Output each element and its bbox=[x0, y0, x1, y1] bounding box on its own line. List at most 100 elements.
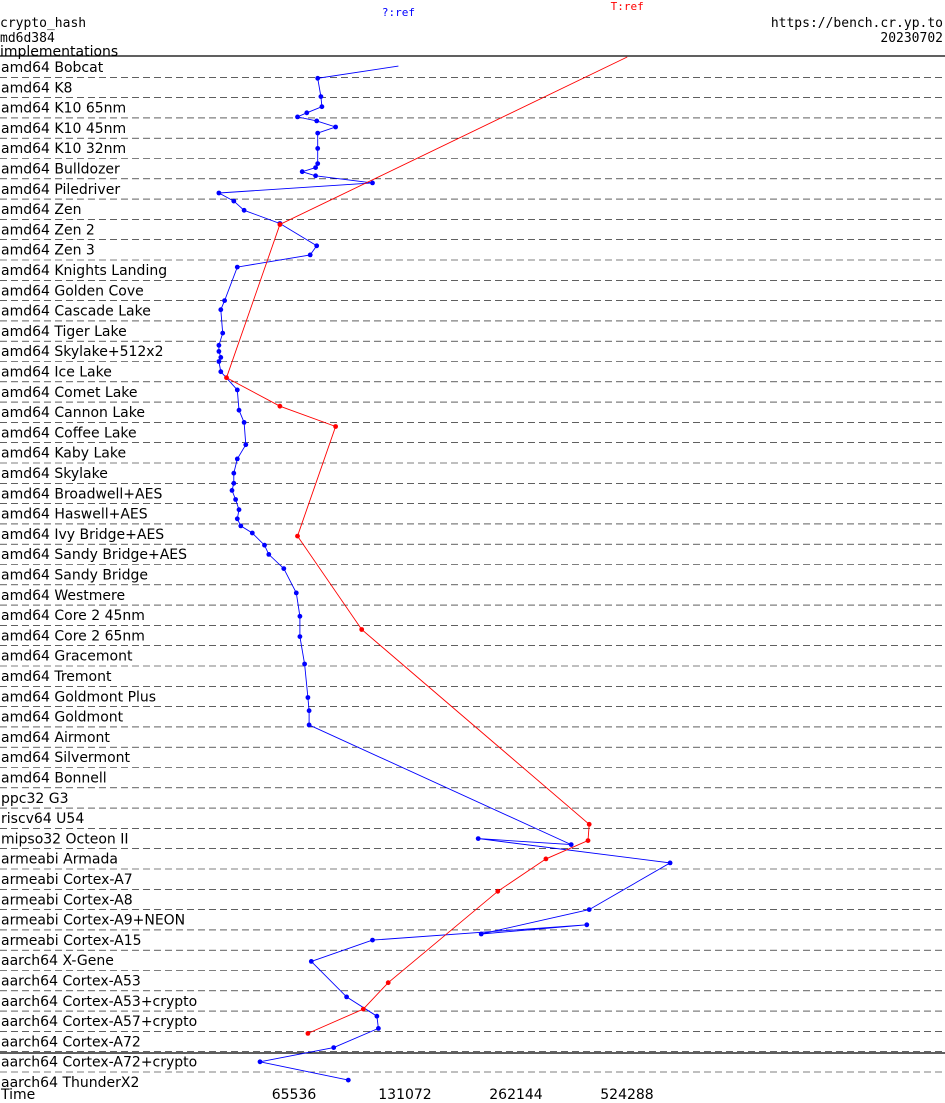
data-point bbox=[307, 252, 313, 258]
row-label: amd64 Tremont bbox=[1, 669, 112, 685]
data-point bbox=[277, 403, 283, 409]
row-label: aarch64 Cortex-A53+crypto bbox=[1, 994, 197, 1010]
row-label: aarch64 Cortex-A72 bbox=[1, 1034, 141, 1050]
data-point bbox=[302, 661, 307, 667]
x-tick-label: 131072 bbox=[378, 1087, 431, 1103]
row-label: amd64 Knights Landing bbox=[1, 263, 167, 279]
row-label: aarch64 Cortex-A53 bbox=[1, 974, 141, 990]
data-point bbox=[306, 708, 312, 714]
data-point bbox=[319, 104, 325, 110]
data-point bbox=[331, 1045, 337, 1050]
series-line-t-ref bbox=[225, 56, 628, 1034]
series-layer bbox=[216, 56, 673, 1083]
row-label: amd64 K8 bbox=[1, 80, 72, 96]
data-point bbox=[236, 407, 242, 413]
row-label: amd64 Tiger Lake bbox=[1, 324, 127, 340]
data-point bbox=[229, 488, 235, 493]
row-label: amd64 Comet Lake bbox=[1, 385, 138, 401]
row-label: amd64 Core 2 65nm bbox=[1, 628, 145, 644]
data-point bbox=[586, 821, 592, 827]
data-point bbox=[293, 590, 299, 596]
data-point bbox=[231, 470, 237, 476]
data-point bbox=[305, 1031, 311, 1036]
data-point bbox=[234, 516, 240, 522]
data-point bbox=[262, 542, 267, 548]
data-point bbox=[220, 330, 226, 336]
data-point bbox=[299, 169, 305, 175]
data-point bbox=[360, 1006, 366, 1012]
data-point bbox=[241, 207, 247, 213]
data-point bbox=[216, 359, 222, 364]
row-label: amd64 Skylake+512x2 bbox=[1, 344, 163, 360]
header-source-url: https://bench.cr.yp.to bbox=[771, 16, 943, 31]
data-point bbox=[345, 1077, 351, 1083]
row-label: amd64 Ice Lake bbox=[1, 365, 112, 381]
data-point bbox=[359, 627, 365, 632]
data-point bbox=[295, 533, 300, 539]
data-point bbox=[313, 165, 318, 171]
data-point bbox=[543, 856, 549, 862]
series-label: ?:ref bbox=[382, 6, 415, 19]
data-point bbox=[568, 842, 574, 847]
data-point bbox=[218, 355, 224, 360]
header-date: 20230702 bbox=[880, 31, 943, 46]
row-label: amd64 Cascade Lake bbox=[1, 304, 151, 320]
row-label: aarch64 Cortex-A72+crypto bbox=[1, 1055, 197, 1071]
data-point bbox=[318, 94, 324, 99]
row-gridlines bbox=[0, 55, 945, 1073]
data-point bbox=[234, 456, 240, 462]
data-point bbox=[315, 130, 321, 136]
row-label: amd64 Skylake bbox=[1, 466, 108, 482]
data-point bbox=[236, 507, 242, 513]
data-point bbox=[231, 198, 237, 204]
data-point bbox=[667, 860, 673, 866]
row-label: armeabi Cortex-A7 bbox=[1, 872, 133, 888]
data-point bbox=[281, 566, 287, 571]
series-label: T:ref bbox=[611, 0, 644, 13]
row-label: amd64 Bulldozer bbox=[1, 162, 120, 178]
header-primitive: crypto_hash bbox=[0, 16, 86, 31]
data-point bbox=[257, 1059, 263, 1065]
data-point bbox=[249, 530, 255, 536]
row-label: amd64 Core 2 45nm bbox=[1, 608, 145, 624]
row-label: aarch64 X-Gene bbox=[1, 953, 114, 969]
row-label: amd64 Haswell+AES bbox=[1, 507, 148, 523]
data-point bbox=[333, 424, 338, 429]
row-label: amd64 Airmont bbox=[1, 730, 110, 746]
data-point bbox=[306, 722, 312, 728]
row-label: aarch64 ThunderX2 bbox=[1, 1075, 139, 1091]
data-point bbox=[314, 243, 320, 249]
data-point bbox=[231, 480, 237, 486]
x-axis: Time 65536 131072 262144 524288 bbox=[0, 1087, 654, 1103]
row-label: amd64 K10 65nm bbox=[1, 101, 126, 117]
x-tick-label: 65536 bbox=[272, 1087, 317, 1103]
data-point bbox=[216, 190, 222, 196]
data-point bbox=[243, 442, 249, 448]
row-label: armeabi Cortex-A15 bbox=[1, 933, 142, 949]
data-point bbox=[370, 937, 375, 943]
data-point bbox=[304, 110, 310, 116]
data-point bbox=[305, 695, 311, 700]
header-implementation: md6d384 bbox=[0, 31, 55, 46]
data-point bbox=[333, 124, 338, 130]
data-point bbox=[233, 497, 239, 502]
data-point bbox=[234, 264, 240, 270]
data-point bbox=[315, 161, 321, 167]
row-label: ppc32 G3 bbox=[1, 791, 69, 807]
data-point bbox=[585, 838, 591, 843]
data-point bbox=[315, 75, 321, 81]
row-label: amd64 Gracemont bbox=[1, 649, 133, 665]
row-label: mipso32 Octeon II bbox=[1, 831, 129, 847]
row-label: armeabi Cortex-A9+NEON bbox=[1, 913, 185, 929]
row-label: amd64 Coffee Lake bbox=[1, 425, 137, 441]
data-point bbox=[315, 146, 321, 151]
data-point bbox=[385, 980, 391, 986]
row-label: armeabi Cortex-A8 bbox=[1, 892, 133, 908]
data-point bbox=[314, 118, 320, 124]
data-point bbox=[295, 114, 300, 120]
row-label: amd64 Piledriver bbox=[1, 182, 120, 198]
row-label: amd64 Zen 3 bbox=[1, 243, 95, 259]
data-point bbox=[218, 369, 224, 375]
data-point bbox=[266, 552, 272, 557]
